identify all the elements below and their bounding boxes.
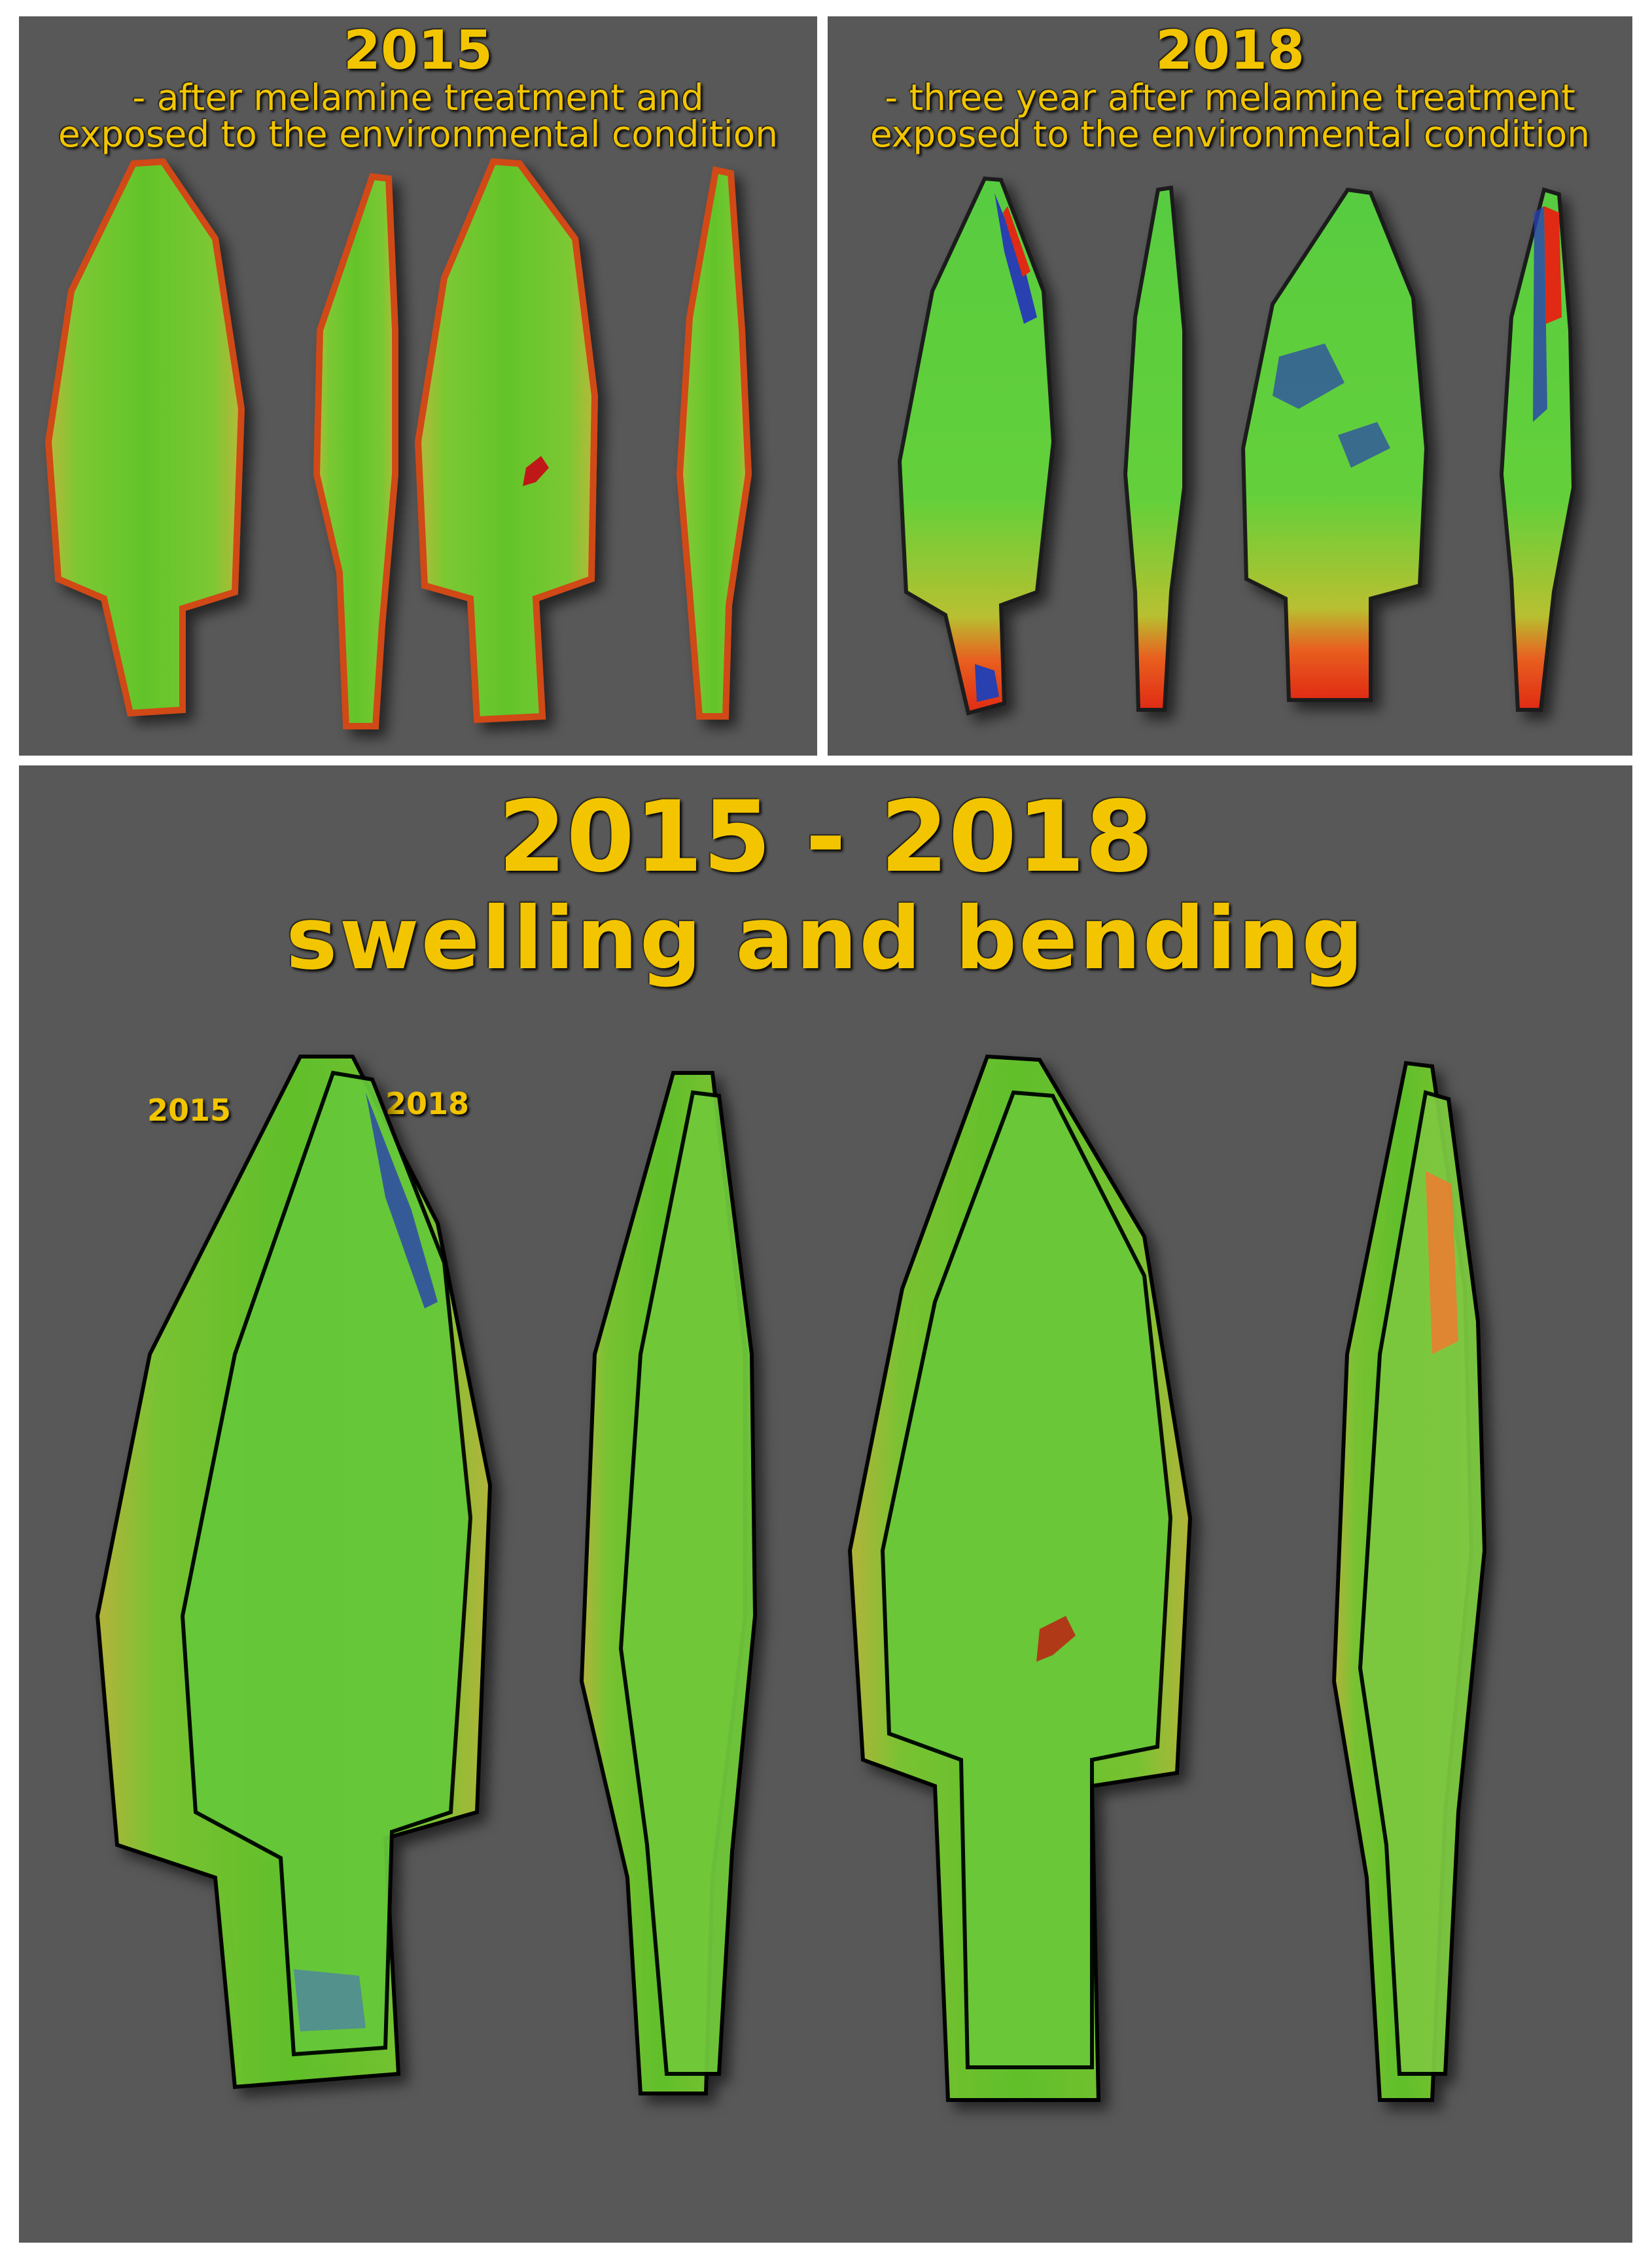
arrowhead-2015-face-b <box>414 158 599 724</box>
panel-2015: 2015 - after melamine treatment and expo… <box>19 16 817 756</box>
overlay-blue-zone-tip <box>294 1969 366 2031</box>
arrowhead-2018-face-b <box>1240 187 1429 702</box>
overlay-piece2-2018 <box>618 1090 758 2076</box>
comparison-subtitle: swelling and bending <box>286 888 1365 989</box>
panel-2015-caption-line2: exposed to the environmental condition <box>58 113 779 155</box>
panel-2015-caption-line1: - after melamine treatment and <box>132 77 704 118</box>
overlay-deviation-blue <box>366 1093 438 1308</box>
scan-images-2018 <box>897 176 1576 716</box>
deviation-red-a <box>1003 206 1030 277</box>
panel-2018-caption-line2: exposed to the environmental condition <box>870 113 1590 155</box>
panel-comparison: 2015 - 2018 swelling and bending 2015 20… <box>19 765 1632 2243</box>
overlay-label-2018: 2018 <box>385 1086 470 1121</box>
overlay-orange-zone <box>1426 1171 1458 1354</box>
deviation-blue-d <box>1533 206 1547 422</box>
deviation-red-d <box>1544 206 1562 324</box>
deviation-blue-a <box>994 193 1037 324</box>
deviation-blue-b <box>1273 343 1344 409</box>
panel-2018-year: 2018 <box>1155 20 1305 82</box>
panel-2015-year: 2015 <box>343 20 493 82</box>
scan-images-2015 <box>44 158 752 729</box>
arrowhead-2018-side-a <box>1123 185 1186 712</box>
deviation-blue-tip <box>975 664 999 702</box>
deviation-blue-c <box>1338 422 1390 468</box>
defect-mark-2015 <box>523 456 549 486</box>
panel-2018-caption-line1: - three year after melamine treatment <box>885 77 1575 118</box>
panel-2018: 2018 - three year after melamine treatme… <box>828 16 1632 756</box>
arrowhead-2018-face-a <box>897 176 1056 716</box>
arrowhead-2015-side-b <box>676 166 752 720</box>
overlay-piece3-2018 <box>880 1090 1173 2069</box>
overlay-piece1-2018 <box>180 1070 473 2057</box>
arrowhead-2015-side-a <box>313 173 398 729</box>
overlay-label-2015: 2015 <box>147 1093 232 1128</box>
overlay-defect-mark <box>1036 1616 1076 1662</box>
arrowhead-2015-face-a <box>44 158 245 717</box>
comparison-title: 2015 - 2018 <box>498 780 1153 894</box>
overlay-scans <box>95 1054 1487 2102</box>
